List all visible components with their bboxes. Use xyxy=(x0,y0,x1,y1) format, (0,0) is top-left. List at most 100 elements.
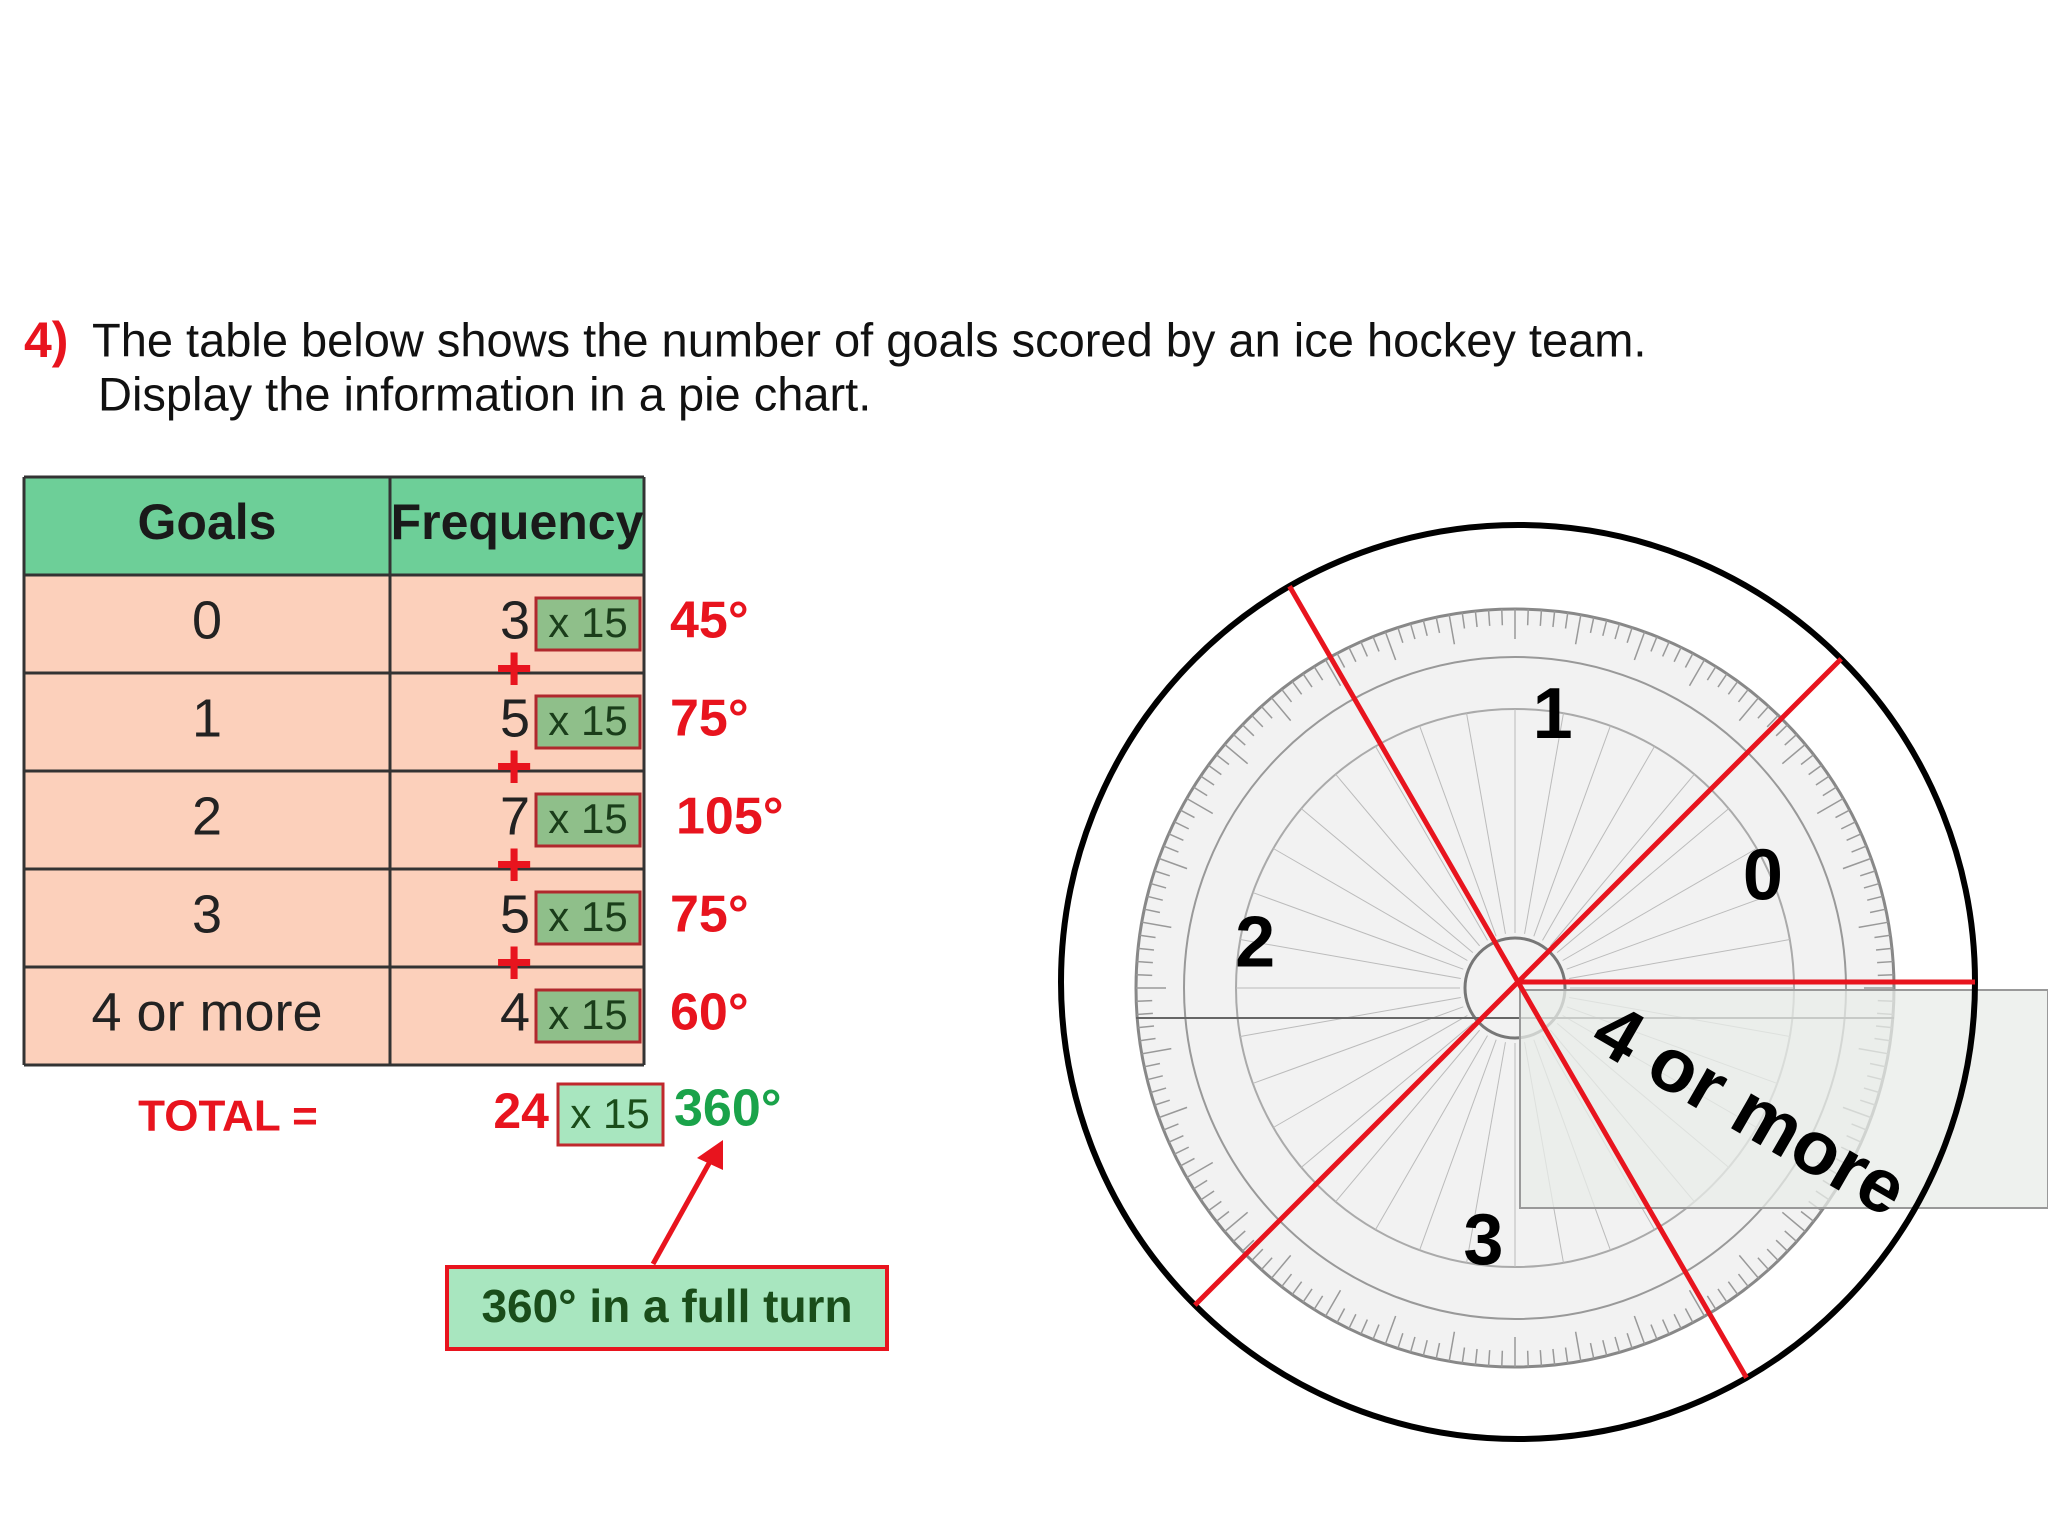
protractor-tick xyxy=(1874,934,1891,939)
protractor-tick xyxy=(1302,673,1313,688)
protractor-tick xyxy=(1589,1342,1595,1359)
protractor-tick xyxy=(1158,1106,1188,1119)
protractor-tick xyxy=(1501,1350,1504,1367)
protractor-tick xyxy=(1144,1062,1161,1068)
protractor-tick xyxy=(1851,845,1867,853)
protractor-tick xyxy=(1738,1254,1760,1279)
protractor-tick xyxy=(1835,809,1850,819)
protractor-tick xyxy=(1154,870,1170,877)
protractor-tick xyxy=(1251,714,1264,728)
protractor-tick xyxy=(1422,620,1428,636)
angle: 105° xyxy=(676,788,784,846)
protractor-tick xyxy=(1313,666,1324,681)
protractor-tick xyxy=(1215,754,1230,766)
protractor-spoke xyxy=(1524,713,1564,934)
protractor-tick xyxy=(1291,680,1303,695)
protractor-tick xyxy=(1717,673,1728,688)
protractor-tick xyxy=(1207,1200,1222,1212)
protractor-tick xyxy=(1136,960,1153,964)
protractor-ring xyxy=(1183,656,1847,1320)
protractor-tick xyxy=(1336,1308,1346,1323)
protractor-tick xyxy=(1727,680,1739,695)
multiplier-box xyxy=(534,694,642,750)
protractor-tick xyxy=(1737,1273,1749,1288)
protractor-tick xyxy=(1781,1211,1806,1233)
question-number: 4) xyxy=(24,312,68,368)
protractor-tick xyxy=(1717,1288,1728,1303)
pie-boundary xyxy=(1515,980,1749,1380)
arrow-line xyxy=(650,1156,715,1266)
protractor-tick xyxy=(1766,1248,1779,1262)
protractor-spoke xyxy=(1562,848,1757,961)
callout: 360° in a full turn xyxy=(481,1280,852,1332)
protractor-hub xyxy=(1463,936,1567,1040)
pie-label: 1 xyxy=(1533,674,1573,754)
protractor-tick xyxy=(1688,659,1706,687)
protractor-tick xyxy=(1372,636,1380,652)
protractor-tick xyxy=(1822,786,1837,797)
protractor-tick xyxy=(1775,724,1789,737)
protractor-tick xyxy=(1539,609,1543,626)
multiplier: x 15 xyxy=(548,991,627,1038)
multiplier-box xyxy=(556,1082,665,1147)
protractor-tick xyxy=(1840,821,1856,830)
protractor-tick xyxy=(1474,610,1478,628)
protractor-spoke xyxy=(1533,725,1611,937)
protractor-tick xyxy=(1673,1313,1682,1329)
protractor-tick xyxy=(1781,743,1806,765)
protractor-spoke xyxy=(1542,746,1655,941)
pie-label: 3 xyxy=(1463,1200,1503,1280)
protractor-tick xyxy=(1738,697,1760,722)
angle: 75° xyxy=(670,690,749,748)
protractor-tick xyxy=(1589,617,1595,634)
protractor-tick xyxy=(1461,1347,1466,1364)
protractor-tick xyxy=(1251,1248,1264,1262)
protractor-spoke xyxy=(1335,773,1481,947)
protractor-tick xyxy=(1501,609,1504,626)
protractor-tick xyxy=(1867,895,1883,901)
protractor-tick xyxy=(1241,724,1255,737)
protractor-tick xyxy=(1207,764,1222,776)
protractor-tick xyxy=(1200,775,1215,786)
protractor-tick xyxy=(1684,1308,1694,1323)
protractor-tick xyxy=(1766,714,1779,728)
protractor-tick xyxy=(1360,641,1369,657)
protractor-tick xyxy=(1688,1289,1706,1317)
protractor-spoke xyxy=(1375,1035,1488,1230)
pie-boundary xyxy=(1193,980,1520,1307)
multiplier: x 15 xyxy=(548,795,627,842)
protractor-tick xyxy=(1147,895,1163,901)
protractor-tick xyxy=(1757,1257,1770,1271)
protractor-tick xyxy=(1614,1336,1621,1353)
protractor-tick xyxy=(1281,688,1293,703)
protractor-tick xyxy=(1564,612,1569,629)
protractor-tick xyxy=(1270,697,1292,722)
multiplier: x 15 xyxy=(548,599,627,646)
protractor-tick xyxy=(1673,647,1682,663)
multiplier: x 15 xyxy=(548,893,627,940)
protractor-tick xyxy=(1281,1273,1293,1288)
protractor-tick xyxy=(1875,947,1893,951)
protractor-tick xyxy=(1137,947,1155,951)
frequency-cell: 5 xyxy=(500,688,530,748)
protractor-tick xyxy=(1842,857,1872,870)
goals-cell: 2 xyxy=(192,786,222,846)
protractor-tick xyxy=(1650,1324,1658,1340)
protractor-tick xyxy=(1302,1288,1313,1303)
protractor-tick xyxy=(1154,1099,1170,1106)
multiplier-box xyxy=(534,792,642,848)
protractor-tick xyxy=(1409,1336,1416,1353)
protractor-tick xyxy=(1324,1289,1342,1317)
protractor-spoke xyxy=(1335,1029,1481,1203)
protractor-tick xyxy=(1877,960,1894,964)
protractor-spoke xyxy=(1466,1042,1506,1263)
protractor-tick xyxy=(1348,1313,1357,1329)
protractor-spoke xyxy=(1240,939,1461,979)
goals-cell: 4 or more xyxy=(91,982,322,1042)
protractor-tick xyxy=(1372,1324,1380,1340)
protractor-tick xyxy=(1200,1190,1215,1201)
protractor-tick xyxy=(1168,1134,1184,1143)
protractor-tick xyxy=(1291,1281,1303,1296)
protractor-tick xyxy=(1384,1315,1397,1345)
